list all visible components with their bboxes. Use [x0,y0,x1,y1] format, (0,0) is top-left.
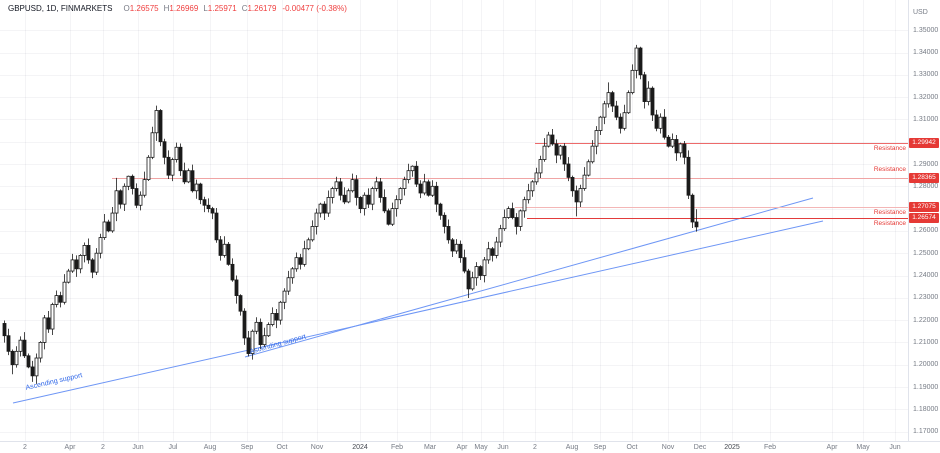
price-tick-label: 1.34000 [913,49,939,56]
time-tick-label: Nov [310,444,324,451]
time-tick-label: 2 [533,444,537,451]
time-tick-label: Aug [565,444,579,451]
price-tick-label: 1.29000 [913,160,939,168]
time-tick-label: Jul [168,444,178,451]
resistance-price-badge-3[interactable]: 1.27075 [909,201,939,212]
time-tick-label: Sep [240,444,254,451]
time-tick-label: Oct [276,444,288,451]
price-tick-label: 1.23000 [913,294,939,302]
time-tick-label: Feb [390,444,404,451]
price-tick-label: 1.26000 [913,227,939,235]
ohlc-low-value: 1.25971 [207,4,237,13]
time-tick-label: Jun [132,444,144,451]
time-tick-label: Sep [593,444,607,451]
resistance-price-badge-2[interactable]: 1.28365 [909,173,939,184]
time-tick-label: Jun [497,444,509,451]
time-tick-label: 2025 [724,444,740,451]
change-value: -0.00477 (-0.38%) [282,4,347,13]
ohlc-low-label: L [203,4,208,13]
price-tick-label: 1.21000 [913,338,939,346]
time-tick-label: 2 [101,444,105,451]
ascending-support-line-2[interactable] [12,220,824,404]
time-tick-label: 2 [23,444,27,451]
time-tick-label: Apr [64,444,76,451]
ascending-support-line-1[interactable] [244,197,814,358]
time-tick-label: 2024 [352,444,368,451]
price-tick-label: 1.20000 [913,361,939,369]
time-tick-label: Aug [203,444,217,451]
price-tick-label: 1.28000 [913,182,939,190]
legend: GBPUSD, 1D, FINMARKETS O1.26575 H1.26969 L1… [8,4,347,13]
resistance-price-badge-1[interactable]: 1.29942 [909,138,939,148]
price-tick-label: 1.35000 [913,26,939,34]
time-tick-label: Apr [456,444,468,451]
time-tick-label: Oct [626,444,638,451]
ohlc-close-value: 1.26179 [247,4,277,13]
ohlc-open-label: O [123,4,130,13]
resistance-label-4[interactable]: Resistance [873,220,906,227]
ohlc-high-value: 1.26969 [169,4,199,13]
price-tick-label: 1.22000 [913,316,939,324]
price-tick-label: 1.24000 [913,272,939,279]
ohlc-open-value: 1.26575 [129,4,159,13]
price-tick-label: 1.32000 [913,93,939,101]
ohlc-close-label: C [241,4,248,13]
time-tick-label: May [856,444,870,451]
price-tick-label: 1.18000 [913,405,939,413]
resistance-label-1[interactable]: Resistance [873,145,906,152]
time-tick-label: Mar [423,444,437,451]
price-tick-label: 1.31000 [913,115,939,123]
currency-label: USD [913,9,928,16]
price-scale-border [908,0,909,441]
resistance-label-2[interactable]: Resistance [873,166,906,173]
time-scale-border [0,441,940,442]
time-tick-label: Apr [826,444,838,451]
time-scale[interactable]: 2 Apr 2 Jun Jul Aug Sep Oct Nov 2024 Feb Mar Apr May J… [0,442,940,453]
price-tick-label: 1.33000 [913,71,939,79]
price-tick-label: 1.17000 [913,428,939,436]
time-tick-label: May [474,444,488,451]
time-tick-label: Dec [693,444,707,451]
price-tick-label: 1.19000 [913,383,939,391]
time-tick-label: Nov [661,444,675,451]
resistance-label-3[interactable]: Resistance [873,209,906,216]
time-tick-label: Feb [763,444,777,451]
symbol-title[interactable]: GBPUSD, 1D, FINMARKETS [8,4,113,13]
time-tick-label: Jun [889,444,901,451]
ohlc-high-label: H [163,4,170,13]
price-tick-label: 1.25000 [913,249,939,257]
candles-series [2,44,699,384]
resistance-price-badge-4[interactable]: 1.26574 [909,213,939,224]
